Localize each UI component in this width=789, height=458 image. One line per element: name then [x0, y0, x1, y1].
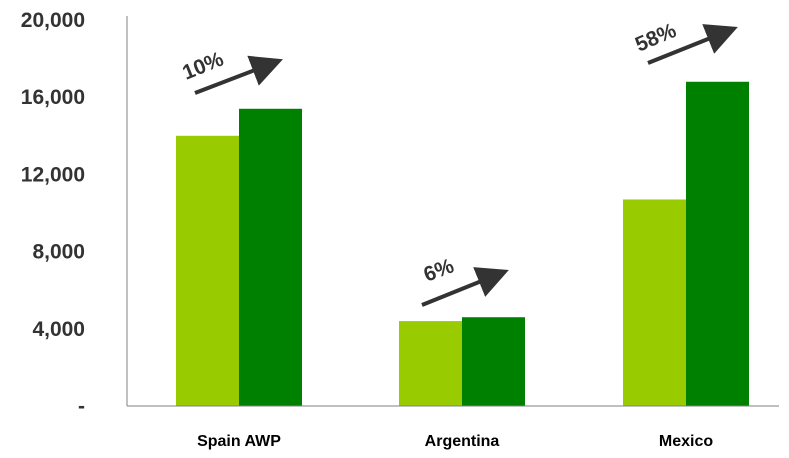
growth-percentage-label: 10% [179, 47, 227, 84]
bar-series-1 [176, 135, 239, 407]
growth-arrow [421, 267, 509, 307]
x-category-label: Mexico [659, 433, 713, 450]
bar-series-2 [462, 317, 525, 406]
y-tick-label: 4,000 [32, 318, 85, 341]
x-category-label: Argentina [425, 433, 500, 450]
growth-percentage-label: 58% [632, 19, 680, 57]
bar-series-2 [239, 108, 302, 406]
y-tick-label: 8,000 [32, 241, 85, 264]
y-tick-label: 12,000 [21, 163, 85, 186]
bar-series-2 [686, 81, 749, 406]
growth-arrow [647, 24, 738, 65]
y-tick-label: 20,000 [21, 9, 85, 32]
bar-series-1 [623, 199, 686, 406]
growth-percentage-label: 6% [421, 254, 458, 286]
y-tick-label: - [78, 395, 85, 418]
growth-arrow [194, 55, 283, 95]
x-category-label: Spain AWP [197, 433, 281, 450]
bar-series-1 [399, 321, 462, 406]
y-tick-label: 16,000 [21, 86, 85, 109]
